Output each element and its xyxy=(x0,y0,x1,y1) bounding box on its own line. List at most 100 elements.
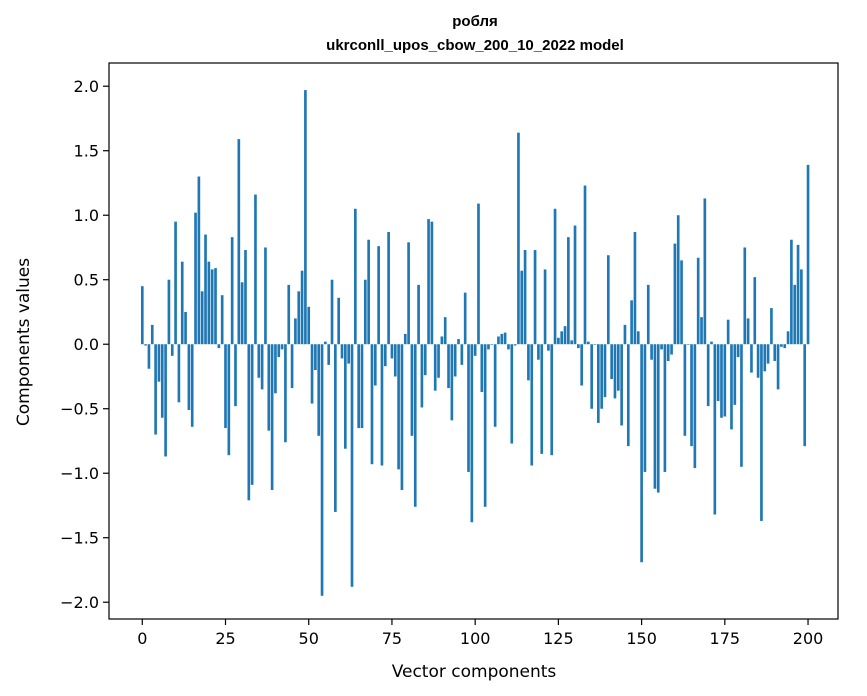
bar xyxy=(550,344,554,456)
bar xyxy=(553,208,557,345)
bar xyxy=(590,344,593,409)
bar xyxy=(567,237,570,345)
bar xyxy=(344,344,347,449)
bar xyxy=(660,344,663,350)
bar xyxy=(340,344,344,359)
bar xyxy=(557,337,560,345)
bar xyxy=(317,344,321,436)
bar xyxy=(304,90,307,345)
bar xyxy=(790,239,793,345)
bar xyxy=(580,344,584,386)
bar xyxy=(736,344,740,358)
bar xyxy=(217,344,221,349)
bar xyxy=(270,344,274,490)
bar xyxy=(683,344,687,436)
bar xyxy=(337,297,341,345)
bar xyxy=(587,341,590,345)
bar xyxy=(370,344,374,465)
bar xyxy=(260,344,264,390)
bar xyxy=(427,219,430,345)
bar xyxy=(197,176,201,345)
bar xyxy=(640,344,643,563)
bar xyxy=(140,286,144,345)
bar xyxy=(314,344,317,371)
x-axis-ticks: 0 25 50 75 100 125 150 175 200 xyxy=(137,619,823,648)
bars-group xyxy=(140,90,810,596)
bar xyxy=(573,225,577,345)
bar xyxy=(390,344,394,359)
bar xyxy=(473,344,477,356)
bar xyxy=(187,344,191,411)
bar xyxy=(706,344,710,407)
bar xyxy=(324,341,327,345)
bar xyxy=(616,344,620,391)
bar xyxy=(387,231,390,345)
bar xyxy=(240,282,244,345)
bar xyxy=(360,344,364,429)
bar xyxy=(483,344,487,507)
bar xyxy=(407,242,410,345)
x-tick-label: 0 xyxy=(137,629,147,648)
bar xyxy=(740,344,743,467)
bar xyxy=(307,306,311,345)
bar xyxy=(670,344,673,355)
bar xyxy=(716,344,720,401)
bar xyxy=(513,344,517,346)
bar xyxy=(507,344,510,350)
bar xyxy=(463,292,467,345)
bar xyxy=(204,234,207,345)
bar xyxy=(154,344,157,435)
bar xyxy=(440,336,444,345)
bar xyxy=(214,268,217,345)
plot-frame xyxy=(108,62,839,620)
bar xyxy=(783,344,787,349)
bar xyxy=(450,344,454,421)
bar xyxy=(620,344,623,426)
bar xyxy=(793,284,797,345)
bar xyxy=(763,344,767,372)
bar xyxy=(467,344,470,472)
bar xyxy=(490,344,494,345)
bar xyxy=(470,344,474,523)
bar xyxy=(334,344,337,512)
bar xyxy=(733,344,737,405)
bar xyxy=(417,284,420,345)
bar xyxy=(200,291,204,345)
bar xyxy=(650,344,653,360)
bar xyxy=(377,246,380,345)
x-axis-label: Vector components xyxy=(392,662,557,682)
bar xyxy=(696,257,700,345)
bar xyxy=(354,208,357,345)
bar xyxy=(643,344,647,472)
y-tick-label: 1.0 xyxy=(74,206,99,225)
bar xyxy=(527,344,530,381)
bar xyxy=(756,344,760,378)
bar xyxy=(433,344,437,391)
bar xyxy=(347,344,350,364)
y-tick-label: −1.0 xyxy=(60,464,99,483)
bar xyxy=(170,344,174,356)
bar xyxy=(274,344,277,394)
bar xyxy=(430,221,434,345)
bar xyxy=(320,344,324,596)
chart-title: робля xyxy=(452,13,498,30)
x-tick-label: 75 xyxy=(382,629,402,648)
bar xyxy=(437,344,440,378)
bar xyxy=(743,247,747,345)
bar xyxy=(636,331,640,345)
bar xyxy=(447,344,450,389)
bar xyxy=(310,344,314,404)
bar xyxy=(786,331,790,345)
bar xyxy=(537,344,540,360)
bar xyxy=(690,344,693,447)
bar xyxy=(164,344,167,457)
bar xyxy=(287,284,291,345)
bar xyxy=(383,344,387,367)
bar xyxy=(773,344,777,361)
bar xyxy=(477,203,480,345)
x-tick-label: 50 xyxy=(299,629,319,648)
y-tick-label: 2.0 xyxy=(74,77,99,96)
bar xyxy=(397,344,400,470)
bar xyxy=(157,344,161,382)
bar xyxy=(703,198,707,345)
